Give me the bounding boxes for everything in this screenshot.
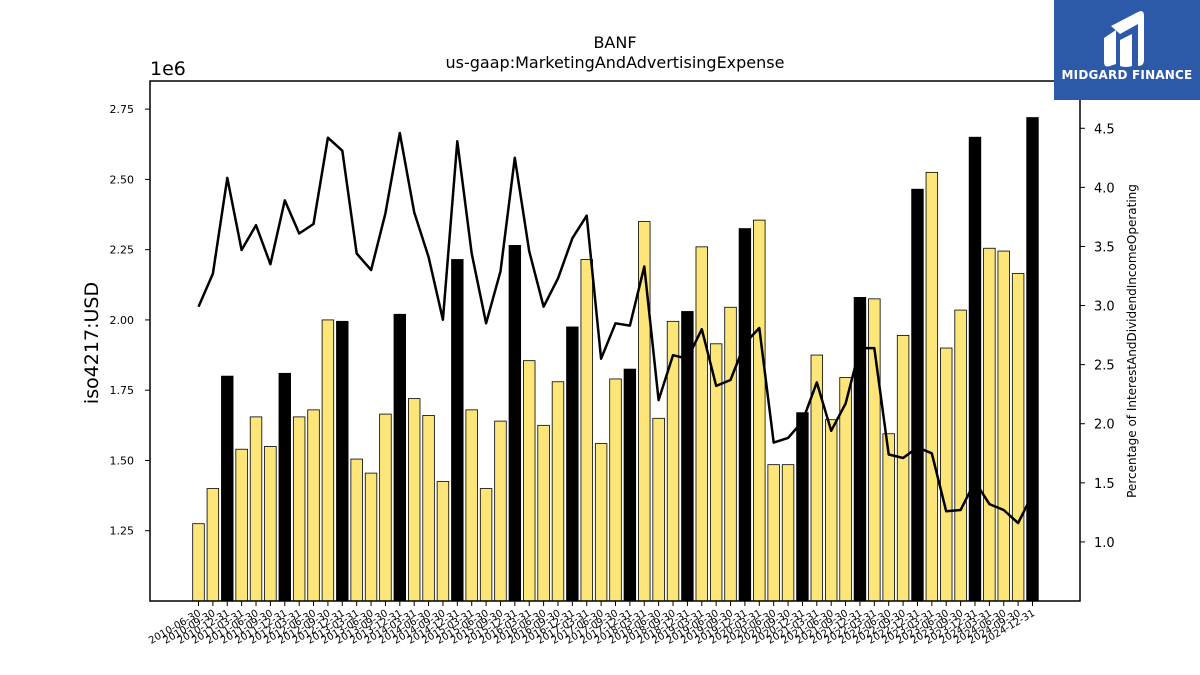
bar-2014-03-31 (407, 398, 421, 602)
bar-2018-12-31 (681, 311, 694, 602)
y2-tick-label: 2.5 (1094, 359, 1115, 374)
bar-2011-03-31 (235, 448, 248, 602)
bar-2014-06-30 (422, 415, 435, 602)
bar-2022-09-30 (896, 334, 910, 602)
bar-2024-06-30 (997, 250, 1010, 602)
bar-2016-06-30 (537, 424, 550, 602)
y2-axis-label: Percentage of InterestAndDividendIncomeO… (1125, 184, 1139, 498)
bar-2023-06-30 (940, 347, 953, 602)
bar-2013-03-31 (350, 458, 363, 602)
y2-tick-label: 1.0 (1094, 536, 1115, 551)
bar-2024-09-30 (1011, 273, 1025, 602)
y2-tick-label: 3.5 (1094, 240, 1115, 255)
x-ticks: 2010-06-302010-09-302010-12-312011-03-31… (147, 601, 1037, 647)
y-axis-label: iso4217:USD (81, 282, 103, 404)
bar-2013-12-31 (393, 313, 407, 602)
bar-2010-09-30 (206, 488, 220, 602)
bar-2012-12-31 (336, 320, 349, 602)
bar-2023-12-31 (968, 136, 982, 602)
series-line (197, 131, 1034, 525)
y-tick-label: 2.75 (110, 103, 135, 116)
y-tick-label: 2.50 (110, 173, 135, 186)
bar-2024-03-31 (983, 247, 996, 602)
bar-2022-03-31 (868, 298, 881, 602)
bar-2016-12-31 (566, 326, 579, 602)
bar-2014-12-31 (451, 259, 464, 602)
bar-2021-12-31 (853, 297, 867, 602)
bar-2015-03-31 (465, 409, 478, 602)
y-tick-label: 1.50 (110, 454, 135, 467)
bar-2016-03-31 (523, 360, 536, 602)
midgard-finance-logo: MIDGARD FINANCE (1054, 0, 1200, 100)
bar-2017-09-30 (609, 378, 622, 602)
bar-2017-03-31 (580, 259, 593, 602)
y2-tick-label: 1.5 (1094, 477, 1115, 492)
y-tick-label: 2.25 (110, 244, 135, 257)
bar-2012-03-31 (292, 416, 306, 602)
bar-2010-06-30 (192, 523, 205, 602)
bar-2011-09-30 (264, 446, 277, 602)
bar-2023-03-31 (925, 171, 939, 602)
y2-tick-label: 4.5 (1094, 122, 1115, 137)
bar-2020-03-31 (753, 219, 766, 602)
logo-mark-icon (1104, 11, 1144, 67)
bar-2012-06-30 (307, 409, 320, 602)
bar-2019-12-31 (738, 228, 752, 602)
bar-2014-09-30 (436, 481, 450, 602)
bar-2010-12-31 (221, 375, 234, 602)
y2-ticks: 1.0 1.5 2.0 2.5 3.0 3.5 4.0 4.5 (1080, 122, 1115, 551)
bar-2016-09-30 (551, 381, 565, 602)
bar-2018-09-30 (666, 320, 680, 602)
plot-frame (149, 80, 1081, 602)
chart-title: BANF (593, 33, 636, 52)
bar-2020-06-30 (767, 464, 780, 602)
bar-2015-12-31 (508, 245, 522, 602)
bar-2017-12-31 (623, 368, 637, 602)
bar-2022-06-30 (882, 433, 895, 602)
y-offset-text: 1e6 (150, 58, 186, 80)
y2-tick-label: 2.0 (1094, 418, 1115, 433)
bar-2015-06-30 (479, 488, 493, 602)
y-tick-label: 2.00 (110, 314, 135, 327)
y2-tick-label: 4.0 (1094, 181, 1115, 196)
y2-tick-label: 3.0 (1094, 300, 1115, 315)
bars-layer (192, 117, 1039, 602)
line-layer (197, 131, 1034, 525)
bar-2011-06-30 (249, 416, 263, 602)
y-tick-label: 1.75 (110, 384, 135, 397)
bar-2019-03-31 (695, 246, 708, 602)
bar-2020-09-30 (781, 464, 795, 602)
logo-text: MIDGARD FINANCE (1061, 68, 1193, 82)
bar-2012-09-30 (321, 319, 335, 602)
bar-2021-06-30 (824, 419, 838, 602)
y-tick-label: 1.25 (110, 525, 135, 538)
bar-2015-09-30 (494, 420, 507, 602)
bar-2017-06-30 (594, 443, 608, 602)
bar-2013-09-30 (379, 413, 392, 602)
bar-2011-12-31 (278, 372, 291, 602)
bar-2013-06-30 (364, 472, 378, 602)
bar-2024-12-31 (1026, 117, 1039, 602)
y-ticks: 1.25 1.50 1.75 2.00 2.25 2.50 2.75 (110, 103, 150, 538)
chart-subtitle: us-gaap:MarketingAndAdvertisingExpense (446, 53, 785, 72)
bar-2023-09-30 (954, 309, 967, 602)
bar-2022-12-31 (911, 188, 924, 602)
bar-2020-12-31 (796, 412, 809, 602)
bar-2018-06-30 (652, 417, 665, 602)
bar-2019-09-30 (724, 306, 737, 602)
